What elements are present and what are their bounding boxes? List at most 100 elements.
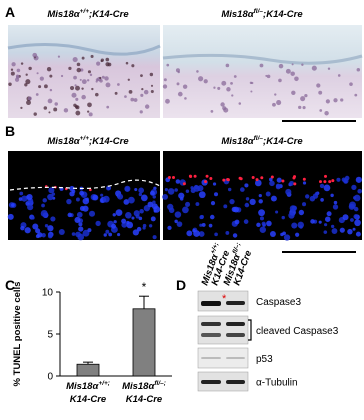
gene: Mis18α: [47, 9, 80, 20]
band: [226, 357, 245, 359]
tunel-signal: [324, 174, 328, 178]
allele: +/+: [80, 135, 90, 142]
basement-membrane: [9, 179, 161, 191]
nucleus: [259, 216, 264, 221]
nucleus: [298, 105, 302, 110]
nucleus: [117, 193, 124, 200]
nucleus: [144, 104, 150, 109]
nucleus: [43, 106, 48, 110]
nucleus: [305, 194, 310, 199]
nucleus: [76, 67, 82, 73]
nucleus: [324, 216, 331, 222]
nucleus: [167, 188, 175, 195]
gene: Mis18α: [221, 136, 254, 147]
nucleus: [75, 97, 79, 101]
nucleus: [76, 211, 83, 218]
nucleus: [114, 91, 118, 95]
nucleus: [231, 94, 234, 97]
blot-label: Caspase3: [256, 297, 301, 308]
nucleus: [250, 90, 253, 93]
nucleus: [87, 110, 90, 113]
nucleus: [356, 67, 361, 72]
nucleus: [289, 180, 294, 186]
nucleus: [291, 63, 294, 66]
nucleus: [331, 228, 338, 234]
nucleus: [28, 66, 32, 71]
nucleus: [223, 204, 228, 209]
tunel-signal: [226, 177, 230, 181]
x-tick-label: Mis18α+/+;: [66, 380, 110, 392]
tunel-signal: [331, 179, 335, 183]
nucleus: [121, 218, 127, 224]
nucleus: [227, 187, 232, 192]
nucleus: [176, 82, 180, 86]
blot-label: p53: [256, 354, 273, 365]
nucleus: [304, 94, 308, 98]
nucleus: [148, 224, 153, 228]
allele: fl/–: [254, 135, 264, 142]
nucleus: [89, 73, 93, 77]
nucleus: [355, 231, 361, 237]
nucleus: [214, 232, 218, 237]
band: [201, 301, 221, 306]
nucleus: [355, 176, 362, 183]
nucleus: [71, 232, 76, 236]
nucleus: [91, 87, 94, 91]
nucleus: [117, 83, 120, 86]
nucleus: [58, 229, 65, 236]
band: [226, 301, 245, 305]
driver: ;K14-Cre: [89, 136, 129, 147]
nucleus: [208, 223, 213, 228]
nucleus: [323, 230, 328, 234]
nucleus: [149, 72, 154, 77]
nucleus: [127, 196, 135, 204]
driver: ;K14-Cre: [263, 9, 303, 20]
nucleus: [193, 185, 200, 192]
nucleus: [168, 207, 175, 213]
band: [201, 333, 221, 337]
nucleus: [100, 193, 104, 197]
band: [226, 380, 245, 384]
nucleus: [125, 61, 129, 65]
nucleus: [185, 189, 190, 193]
nucleus: [134, 187, 138, 192]
nucleus: [320, 198, 324, 202]
nucleus: [291, 90, 296, 95]
nucleus: [42, 198, 47, 203]
nucleus: [291, 222, 298, 229]
nucleus: [25, 79, 31, 85]
nucleus: [311, 65, 317, 71]
bar: [76, 363, 100, 377]
nucleus: [74, 84, 77, 87]
nucleus: [342, 214, 349, 221]
nucleus: [44, 84, 48, 89]
allele: +/+: [80, 8, 90, 15]
nucleus: [162, 84, 168, 89]
nucleus: [75, 85, 80, 91]
tunel-signal: [204, 180, 208, 184]
gene: Mis18α: [122, 381, 155, 392]
nucleus: [177, 91, 183, 97]
nucleus: [318, 220, 322, 224]
tunel-signal: [171, 176, 175, 180]
nucleus: [198, 76, 204, 82]
nucleus: [269, 180, 275, 187]
nucleus: [47, 98, 53, 104]
nucleus: [33, 112, 37, 116]
nucleus: [76, 62, 81, 67]
nucleus: [53, 107, 58, 112]
tunel-signal: [255, 178, 259, 182]
nucleus: [243, 219, 249, 224]
nucleus: [352, 227, 356, 231]
nucleus: [333, 98, 338, 103]
nucleus: [26, 100, 31, 106]
nucleus: [332, 204, 339, 210]
nucleus: [19, 191, 24, 196]
nucleus: [27, 204, 34, 211]
nucleus: [199, 215, 204, 220]
nucleus: [81, 94, 86, 100]
nucleus: [175, 68, 180, 73]
nucleus: [300, 96, 306, 102]
nucleus: [87, 228, 92, 233]
nucleus: [323, 184, 331, 192]
